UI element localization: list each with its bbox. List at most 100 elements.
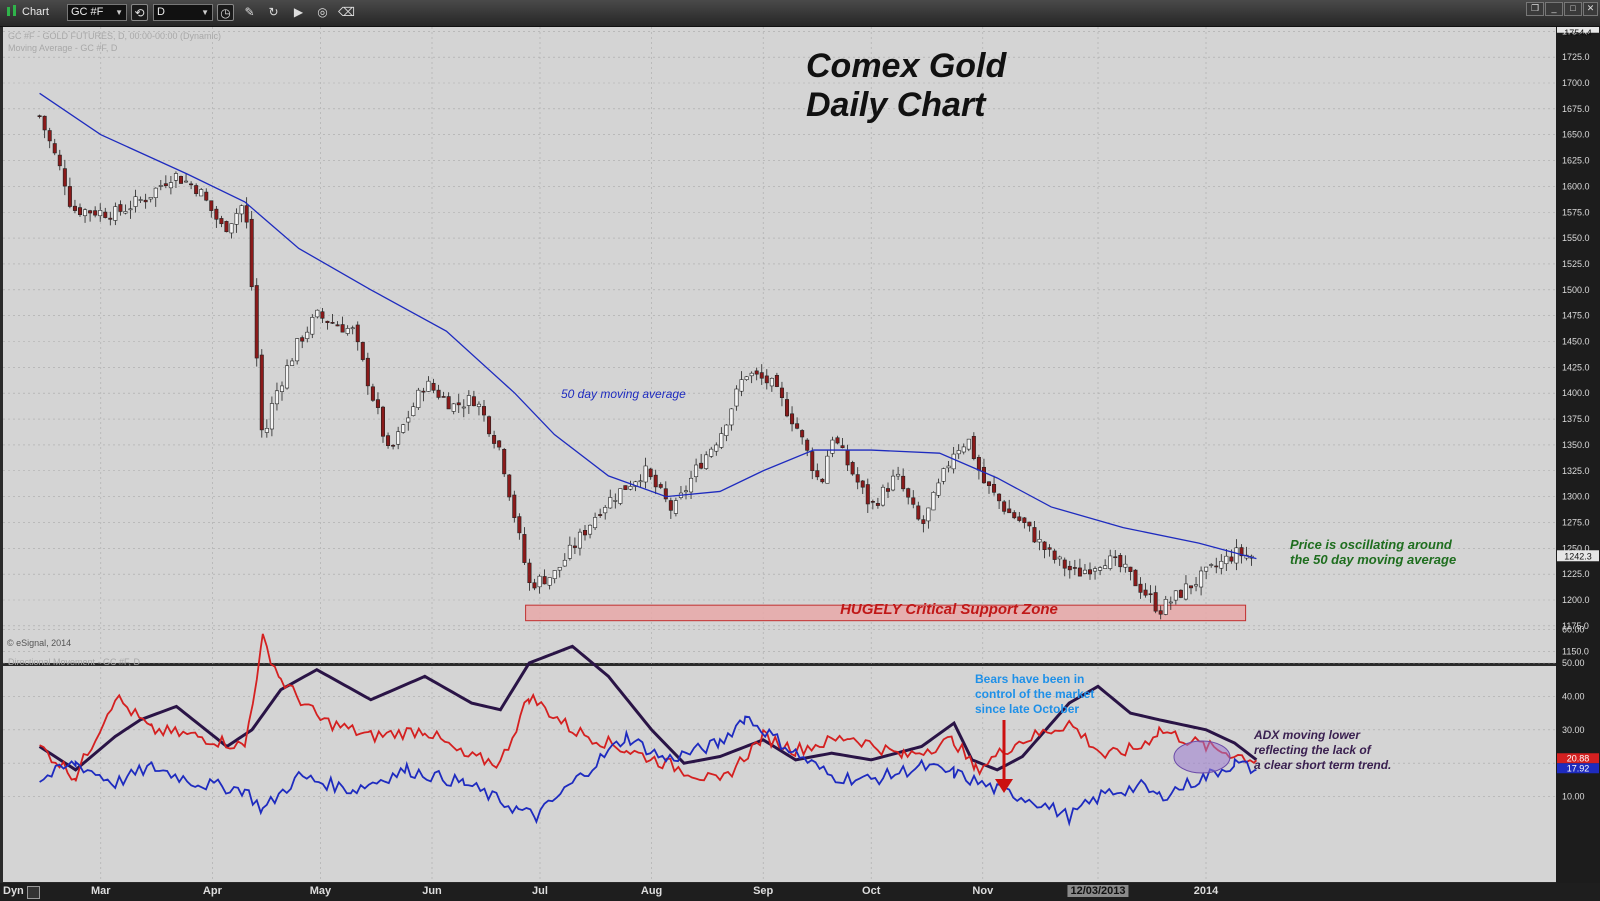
price-tick-label: 1650.0 [1562,130,1590,140]
candle-down [249,218,254,288]
price-tick-label: 1500.0 [1562,285,1590,295]
candle-down [522,534,527,563]
candle-down [986,481,991,486]
candle-down [1239,547,1244,557]
candle-down [840,445,845,449]
candle-down [815,470,820,478]
indicator-tick-label: 40.00 [1562,691,1585,701]
candle-down [1153,592,1158,612]
candle-down [855,474,860,483]
indicator-pane[interactable] [3,666,1556,882]
target-icon[interactable]: ◎ [317,5,328,19]
candle-down [784,399,789,417]
candle-down [1143,589,1148,596]
price-tick-label: 1175.0 [1562,621,1589,631]
close-icon[interactable]: ✕ [1583,2,1598,16]
refresh-icon[interactable]: ↻ [268,5,279,19]
interval-value: D [157,6,165,18]
candle-up [552,570,557,579]
candle-up [290,360,295,366]
price-tick-label: 1625.0 [1562,156,1590,166]
candle-down [1138,583,1143,593]
candle-down [845,449,850,466]
candle-down [320,311,325,319]
candle-down [820,478,825,483]
symbol-selector[interactable]: GC #F ▼ [67,4,127,21]
axis-toggle-icon[interactable] [27,886,40,899]
candle-down [1052,550,1057,560]
candle-down [143,199,148,203]
candle-up [148,197,153,200]
candle-up [704,454,709,469]
minimize-icon[interactable]: _ [1545,2,1563,16]
candle-down [254,285,259,359]
adx-note-line-1: ADX moving lower [1253,728,1361,742]
candle-down [623,485,628,490]
candle-up [1057,556,1062,560]
chart-canvas: 1750.01725.01700.01675.01650.01625.01600… [0,27,1600,883]
price-pane[interactable] [3,27,1556,663]
indicator-tick-label: 50.00 [1562,658,1585,668]
candle-up [638,480,643,483]
minus-di-tag-bg [1557,753,1599,764]
candle-up [234,213,239,225]
candle-up [451,403,456,412]
price-tick-label: 1400.0 [1562,388,1590,398]
candle-up [769,378,774,387]
candle-up [1093,568,1098,572]
symbol-value: GC #F [71,6,104,18]
adx-note-line-3: a clear short term trend. [1254,758,1391,772]
candle-up [476,403,481,407]
chart-title-line-2: Daily Chart [806,86,987,124]
candle-up [1199,570,1204,588]
candle-down [1017,516,1022,521]
price-tick-label: 1275.0 [1562,517,1590,527]
candle-down [481,406,486,416]
candle-down [875,503,880,506]
minus-di-tag: 20.88 [1567,753,1590,763]
interval-selector[interactable]: D ▼ [153,4,213,21]
play-icon[interactable]: ▶ [293,5,304,19]
candle-down [517,516,522,534]
candle-up [133,196,138,207]
candle-down [1118,555,1123,568]
month-label: 2014 [1193,885,1219,897]
candle-down [380,406,385,437]
candle-down [93,210,98,216]
last-price-tag: 1242.3 [1564,551,1592,561]
maximize-icon[interactable]: □ [1564,2,1582,16]
price-tick-label: 1350.0 [1562,440,1590,450]
candle-up [633,481,638,487]
price-tick-label: 1300.0 [1562,492,1590,502]
candle-down [1047,547,1052,550]
candle-up [931,492,936,511]
candle-down [103,211,108,218]
bears-note-line-2: control of the market [975,687,1094,701]
candle-up [1183,583,1188,600]
candle-down [1189,585,1194,589]
bears-note-line-1: Bears have been in [975,672,1084,686]
candle-up [199,189,204,197]
pencil-icon[interactable]: ✎ [244,5,255,19]
candle-up [891,475,896,491]
eraser-icon[interactable]: ⌫ [338,5,355,19]
candle-up [305,331,310,339]
link-icon[interactable]: ⟲ [131,4,148,21]
candle-up [683,490,688,493]
bears-arrow-head [995,779,1013,793]
candle-up [173,173,178,181]
candle-up [83,209,88,217]
candle-down [800,430,805,438]
restore-icon[interactable]: ❐ [1526,2,1544,16]
candle-down [244,205,249,223]
candle-down [779,387,784,398]
candle-up [673,500,678,514]
price-note-line-1: Price is oscillating around [1290,537,1453,552]
dyn-label[interactable]: Dyn [3,885,24,897]
clock-icon[interactable]: ◷ [217,4,234,21]
price-tick-label: 1675.0 [1562,104,1590,114]
candle-down [997,493,1002,502]
candle-down [764,375,769,384]
candle-down [67,186,72,207]
candle-down [194,185,199,195]
